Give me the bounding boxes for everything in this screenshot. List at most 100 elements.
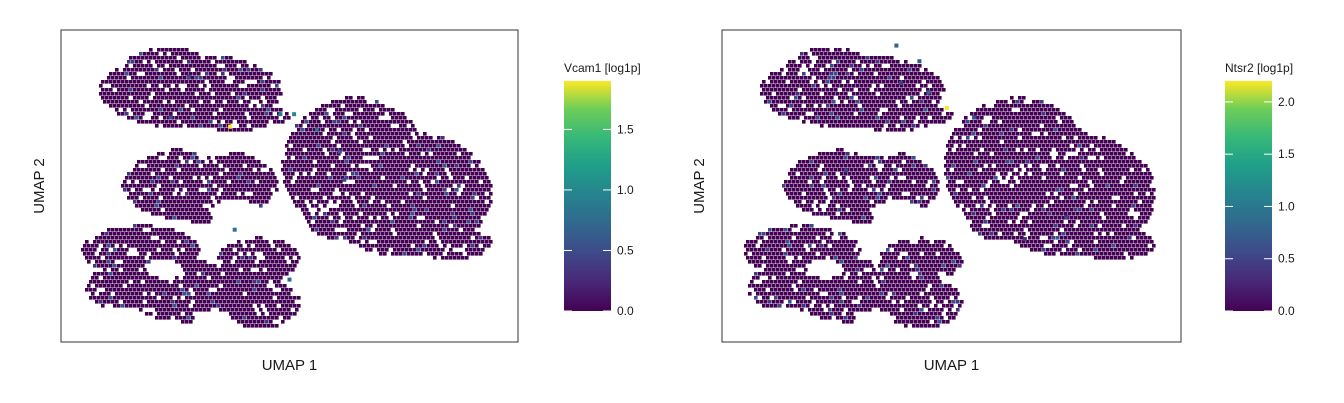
hexbin [151,252,155,256]
hexbin [263,284,267,288]
hexbin [333,120,337,124]
hexbin [255,172,259,176]
hexbin [189,88,193,92]
hexbin [1064,148,1068,152]
hexbin [826,160,830,164]
hexbin [159,308,163,312]
hexbin [137,96,141,100]
hexbin [249,160,253,164]
hexbin [119,228,123,232]
hexbin [992,172,996,176]
hexbin [465,232,469,236]
hexbin [471,252,475,256]
hexbin [1098,152,1102,156]
hexbin [365,248,369,252]
hexbin [894,112,898,116]
hexbin [247,316,251,320]
hexbin [463,188,467,192]
hexbin [99,236,103,240]
hexbin [854,64,858,68]
hexbin [834,104,838,108]
hexbin [920,84,924,88]
hexbin [141,184,145,188]
hexbin [351,124,355,128]
hexbin [888,100,892,104]
hexbin [207,220,211,224]
hexbin [185,120,189,124]
hexbin [862,72,866,76]
hexbin [233,128,237,132]
hexbin [187,260,191,264]
hexbin [1038,112,1042,116]
hexbin [894,184,898,188]
hexbin [251,180,255,184]
hexbin [892,108,896,112]
hexbin [235,100,239,104]
hexbin [413,144,417,148]
hexbin [808,172,812,176]
hexbin [175,212,179,216]
hexbin [271,108,275,112]
hexbin [293,192,297,196]
hexbin [988,140,992,144]
hexbin [195,188,199,192]
hexbin [483,236,487,240]
hexbin [449,240,453,244]
hexbin [391,108,395,112]
hexbin [824,100,828,104]
hexbin [229,176,233,180]
hexbin [131,180,135,184]
hexbin [798,96,802,100]
hexbin [135,164,139,168]
hexbin [227,244,231,248]
hexbin [363,188,367,192]
hexbin [321,104,325,108]
hexbin [912,76,916,80]
hexbin [193,280,197,284]
hexbin [331,100,335,104]
hexbin [161,200,165,204]
hexbin [425,248,429,252]
hexbin [189,104,193,108]
hexbin [335,180,339,184]
hexbin [399,252,403,256]
hexbin [189,296,193,300]
hexbin [916,172,920,176]
hexbin [792,108,796,112]
hexbin [203,292,207,296]
hexbin [912,172,916,176]
hexbin [878,184,882,188]
hexbin [121,112,125,116]
hexbin [169,64,173,68]
hexbin [403,220,407,224]
hexbin [177,112,181,116]
hexbin [417,144,421,148]
hexbin [439,204,443,208]
hexbin [283,284,287,288]
hexbin [267,260,271,264]
hexbin [401,240,405,244]
hexbin [225,256,229,260]
hexbin [437,152,441,156]
hexbin [375,172,379,176]
hexbin [970,184,974,188]
hexbin [149,200,153,204]
hexbin [992,156,996,160]
hexbin [471,196,475,200]
hexbin [445,200,449,204]
hexbin [802,160,806,164]
hexbin [1024,156,1028,160]
hexbin [932,76,936,80]
hexbin [1020,100,1024,104]
hexbin [816,172,820,176]
hexbin [403,188,407,192]
hexbin [856,100,860,104]
colorbar-tick-label: 1.5 [617,122,634,136]
hexbin [838,72,842,76]
hexbin [247,292,251,296]
hexbin [345,144,349,148]
hexbin [1074,168,1078,172]
hexbin [359,156,363,160]
hexbin [183,100,187,104]
hexbin [209,80,213,84]
